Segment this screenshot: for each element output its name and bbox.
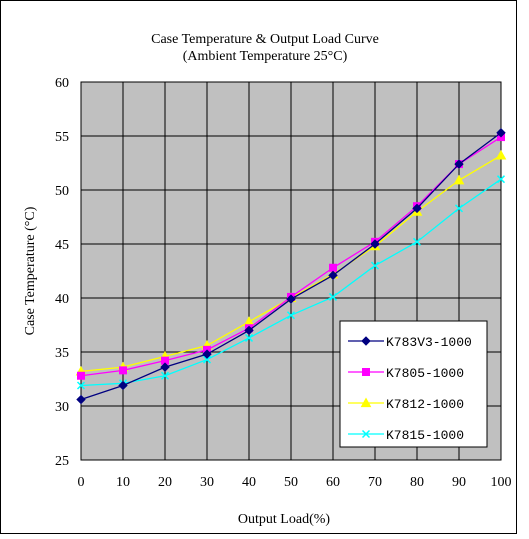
data-point: [329, 263, 337, 272]
x-tick-label: 30: [200, 475, 214, 490]
data-point: [412, 237, 422, 246]
legend-label: K7815-1000: [386, 428, 464, 443]
marker-stroke: [286, 311, 296, 320]
y-tick-label: 55: [55, 130, 69, 145]
legend-marker: [362, 368, 370, 376]
x-tick-label: 60: [326, 475, 340, 490]
legend-item: K7815-1000: [348, 428, 464, 443]
marker-stroke: [76, 381, 86, 390]
data-point: [370, 239, 380, 249]
data-point: [454, 159, 464, 169]
data-point: [370, 261, 380, 270]
data-point: [286, 311, 296, 320]
data-point: [328, 270, 338, 281]
legend-marker: [360, 397, 372, 408]
marker-stroke: [328, 292, 338, 301]
y-tick-label: 30: [55, 400, 69, 415]
chart-subtitle: (Ambient Temperature 25°C): [183, 49, 348, 64]
data-point: [454, 204, 464, 213]
legend-marker: [361, 336, 371, 346]
x-tick-label: 70: [368, 475, 382, 490]
marker-stroke: [160, 371, 170, 380]
x-axis-ticks: 0 10 20 30 40 50 60 70 80 90 100: [78, 475, 512, 490]
x-tick-label: 40: [242, 475, 256, 490]
y-tick-label: 60: [55, 76, 69, 91]
x-tick-label: 100: [491, 475, 512, 490]
legend-item: K7805-1000: [348, 366, 464, 381]
data-point: [328, 292, 338, 301]
x-tick-label: 80: [410, 475, 424, 490]
y-tick-label: 35: [55, 346, 69, 361]
legend-marker: [361, 429, 371, 439]
x-tick-label: 10: [116, 475, 130, 490]
data-point: [495, 149, 507, 160]
data-point: [496, 128, 506, 138]
data-point: [412, 203, 422, 214]
x-axis-label: Output Load(%): [238, 512, 330, 527]
data-point: [496, 175, 506, 184]
marker-stroke: [244, 333, 254, 342]
x-tick-label: 20: [158, 475, 172, 490]
data-point: [453, 174, 465, 185]
data-point: [76, 394, 86, 405]
y-tick-label: 50: [55, 184, 69, 199]
data-point: [244, 333, 254, 342]
marker-stroke: [202, 355, 212, 364]
y-tick-label: 45: [55, 238, 69, 253]
data-point: [119, 366, 127, 375]
y-axis-ticks: 25 30 35 40 45 50 55 60: [55, 76, 69, 469]
data-point: [160, 362, 170, 372]
data-point: [244, 325, 254, 336]
legend-label: K7812-1000: [386, 397, 464, 412]
data-point: [118, 380, 128, 391]
series-K7815-1000: [76, 175, 506, 390]
chart-title: Case Temperature & Output Load Curve: [151, 32, 379, 47]
series-layer: [75, 128, 507, 405]
marker-stroke: [361, 429, 371, 439]
x-tick-label: 90: [452, 475, 466, 490]
marker-stroke: [496, 175, 506, 184]
data-point: [160, 371, 170, 380]
legend-label: K7805-1000: [386, 366, 464, 381]
legend-label: K783V3-1000: [386, 335, 472, 350]
legend: K783V3-1000 K7805-1000 K7812-1000 K7815-100…: [339, 320, 488, 448]
marker-stroke: [454, 204, 464, 213]
y-tick-label: 40: [55, 292, 69, 307]
data-point: [76, 381, 86, 390]
data-point: [202, 349, 212, 359]
x-tick-label: 0: [78, 475, 85, 490]
y-tick-label: 25: [55, 454, 69, 469]
legend-item: K7812-1000: [348, 397, 464, 412]
legend-item: K783V3-1000: [348, 335, 472, 350]
series-K783V3-1000: [76, 128, 506, 405]
y-axis-label: Case Temperature (°C): [23, 206, 38, 335]
x-tick-label: 50: [284, 475, 298, 490]
data-point: [77, 371, 85, 380]
marker-stroke: [412, 237, 422, 246]
data-point: [286, 294, 296, 304]
data-point: [202, 355, 212, 364]
marker-stroke: [370, 261, 380, 270]
